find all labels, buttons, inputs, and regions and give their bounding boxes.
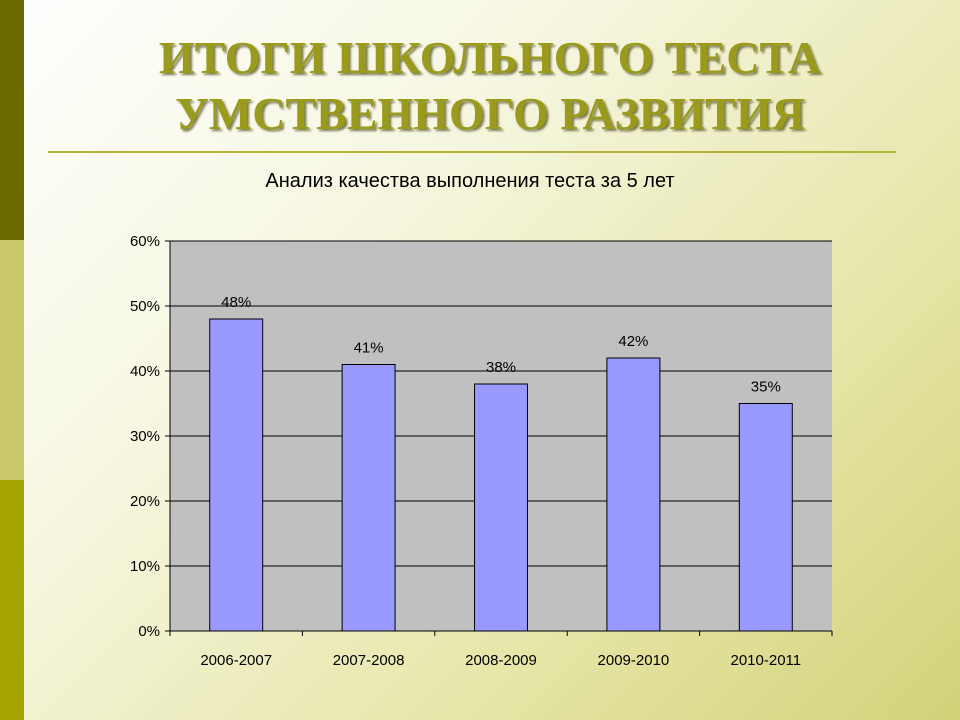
decor-bar-bottom [0, 480, 24, 720]
data-label: 35% [751, 379, 781, 396]
slide-title-line-1: ИТОГИ ШКОЛЬНОГО ТЕСТА [158, 32, 822, 83]
bar [606, 357, 661, 632]
x-tick-label: 2010-2011 [730, 652, 801, 669]
bar [474, 383, 528, 632]
y-tick-label: 50% [130, 298, 160, 315]
x-tick-label: 2008-2009 [465, 652, 537, 669]
y-tick-label: 60% [130, 233, 160, 250]
slide-title-line-2: УМСТВЕННОГО РАЗВИТИЯ [175, 88, 805, 139]
x-tick-label: 2006-2007 [200, 652, 272, 669]
data-label: 48% [221, 294, 251, 311]
y-tick-label: 30% [130, 428, 160, 445]
bar [341, 364, 396, 632]
title-underline [48, 151, 896, 153]
x-tick-label: 2007-2008 [333, 652, 405, 669]
y-tick-label: 20% [130, 493, 160, 510]
y-tick-label: 10% [130, 558, 160, 575]
chart-title: Анализ качества выполнения теста за 5 ле… [265, 170, 675, 192]
data-label: 42% [618, 333, 648, 350]
bar [209, 318, 264, 632]
x-tick-label: 2009-2010 [598, 652, 670, 669]
data-label: 41% [354, 340, 384, 357]
decor-bar-middle [0, 240, 24, 480]
y-tick-label: 40% [130, 363, 160, 380]
y-tick-label: 0% [138, 623, 160, 640]
data-label: 38% [486, 359, 516, 376]
decor-bar-top [0, 0, 24, 240]
bar [738, 403, 793, 632]
slide-title: ИТОГИ ШКОЛЬНОГО ТЕСТА УМСТВЕННОГО РАЗВИТ… [60, 30, 920, 142]
